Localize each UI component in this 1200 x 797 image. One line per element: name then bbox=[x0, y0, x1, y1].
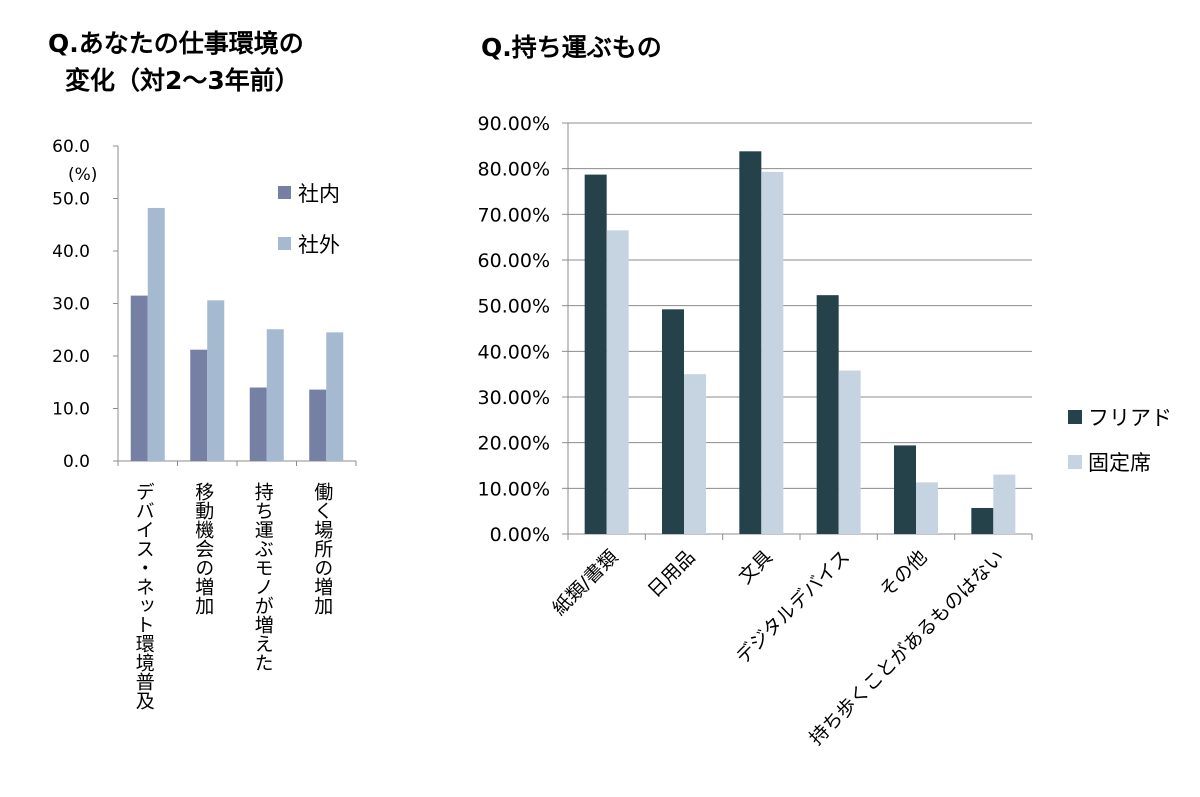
left-category-label: 働く場所の増加 bbox=[311, 482, 333, 615]
left-bar-shanai bbox=[249, 387, 267, 461]
right-y-tick-label: 30.00% bbox=[478, 387, 550, 409]
right-y-tick-label: 20.00% bbox=[478, 433, 550, 455]
left-legend-swatch bbox=[278, 237, 291, 250]
left-bar-shagai bbox=[266, 329, 284, 461]
left-legend-swatch bbox=[278, 186, 291, 199]
left-y-tick-label: 20.0 bbox=[52, 347, 90, 367]
left-category-label: デバイス・ネット環境普及 bbox=[133, 482, 155, 710]
right-bar-furiado bbox=[971, 507, 994, 534]
right-legend-swatch bbox=[1068, 410, 1082, 424]
right-category-label: 日用品 bbox=[644, 546, 700, 602]
right-bar-koteiseki bbox=[838, 370, 861, 534]
right-bar-koteiseki bbox=[993, 474, 1016, 534]
right-bar-furiado bbox=[739, 151, 762, 534]
right-legend-swatch bbox=[1068, 455, 1082, 469]
right-bar-furiado bbox=[662, 309, 684, 534]
right-category-label: 紙類/書類 bbox=[548, 546, 622, 620]
right-y-tick-label: 0.00% bbox=[490, 524, 550, 546]
left-chart-title-line2: 変化（対2～3年前） bbox=[65, 66, 300, 95]
right-legend-label: フリアド bbox=[1088, 406, 1172, 430]
right-bar-koteiseki bbox=[761, 171, 784, 534]
right-bar-koteiseki bbox=[684, 374, 706, 534]
left-y-tick-label: 40.0 bbox=[52, 242, 90, 262]
left-bar-shanai bbox=[309, 389, 327, 461]
right-y-tick-label: 80.00% bbox=[478, 159, 550, 181]
right-y-tick-label: 50.00% bbox=[478, 296, 550, 318]
right-bar-koteiseki bbox=[916, 482, 938, 534]
right-legend-label: 固定席 bbox=[1088, 451, 1151, 475]
left-y-tick-label: 60.0 bbox=[52, 137, 90, 157]
left-bar-shagai bbox=[326, 332, 344, 461]
left-bar-shanai bbox=[190, 349, 208, 461]
left-bar-shagai bbox=[207, 300, 225, 461]
right-chart-title: Q.持ち運ぶもの bbox=[481, 33, 662, 62]
right-y-tick-label: 70.00% bbox=[478, 204, 550, 226]
left-chart-title-line1: Q.あなたの仕事環境の bbox=[48, 29, 304, 58]
right-y-tick-label: 40.00% bbox=[478, 341, 550, 363]
left-bar-shagai bbox=[147, 207, 165, 461]
right-bar-furiado bbox=[584, 174, 607, 534]
left-y-tick-label: 0.0 bbox=[63, 452, 90, 472]
left-y-tick-label: 30.0 bbox=[52, 295, 90, 315]
right-category-label: その他 bbox=[876, 546, 932, 602]
left-category-label: 持ち運ぶモノが増えた bbox=[252, 482, 274, 672]
left-legend-label: 社外 bbox=[298, 233, 340, 257]
left-y-tick-label: 50.0 bbox=[52, 190, 90, 210]
left-legend-label: 社内 bbox=[298, 182, 340, 206]
right-bar-furiado bbox=[816, 295, 839, 534]
right-bar-furiado bbox=[894, 445, 916, 534]
right-y-tick-label: 10.00% bbox=[478, 478, 550, 500]
right-bar-koteiseki bbox=[606, 230, 629, 535]
left-y-unit-label: (%) bbox=[68, 165, 97, 185]
right-category-label: 文具 bbox=[734, 546, 776, 588]
right-y-tick-label: 90.00% bbox=[478, 113, 550, 135]
left-bar-shanai bbox=[130, 295, 148, 461]
left-y-tick-label: 10.0 bbox=[52, 400, 90, 420]
left-category-label: 移動機会の増加 bbox=[192, 482, 214, 615]
right-y-tick-label: 60.00% bbox=[478, 250, 550, 272]
